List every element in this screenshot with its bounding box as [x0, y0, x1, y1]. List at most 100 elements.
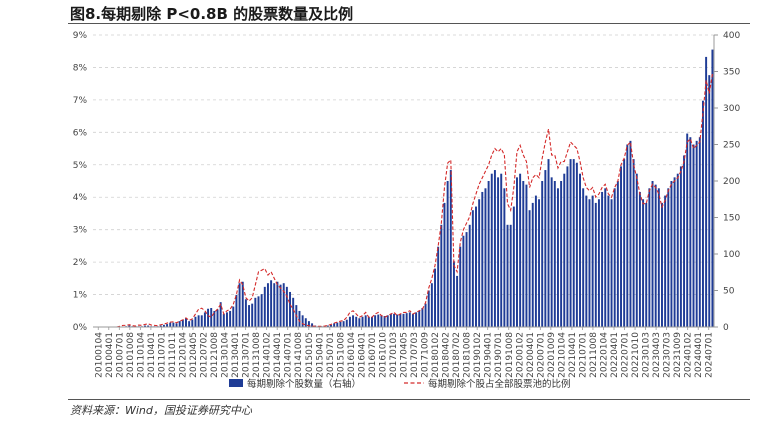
- bar: [519, 173, 522, 327]
- bar: [273, 283, 276, 327]
- bar: [670, 181, 673, 327]
- bar: [159, 325, 162, 327]
- x-tick-label: 20110104: [136, 332, 146, 378]
- bar: [708, 75, 711, 328]
- bar: [676, 173, 679, 327]
- bar: [430, 283, 433, 327]
- bar: [311, 323, 314, 327]
- bar: [402, 313, 405, 327]
- bar: [490, 173, 493, 327]
- left-tick-label: 6%: [73, 128, 88, 138]
- bar: [377, 314, 380, 327]
- bar: [330, 324, 332, 327]
- bar: [244, 299, 247, 327]
- legend: 每期剔除个股数量（右轴） 每期剔除个股占全部股票池的比例: [229, 378, 571, 390]
- bar: [342, 321, 345, 327]
- bar: [541, 181, 544, 327]
- bar: [427, 290, 430, 327]
- x-tick-label: 20120104: [178, 332, 188, 378]
- source-note: 资料来源：Wind，国投证券研究中心: [70, 404, 252, 417]
- x-tick-label: 20100401: [105, 332, 115, 378]
- bar: [203, 312, 206, 327]
- bar: [144, 325, 146, 327]
- bar: [500, 173, 503, 327]
- title-rule: [68, 23, 750, 24]
- x-tick-label: 20150701: [326, 332, 336, 378]
- bar: [188, 321, 191, 327]
- bar: [572, 159, 575, 327]
- left-axis-ticks: 0% 1% 2% 3% 4% 5% 6% 7% 8% 9%: [73, 31, 88, 333]
- bar: [241, 281, 244, 327]
- x-tick-label: 20200102: [515, 332, 525, 378]
- bar: [471, 210, 474, 327]
- bar: [620, 166, 622, 327]
- x-tick-label: 20211008: [589, 332, 599, 378]
- left-tick-label: 1%: [73, 291, 88, 301]
- bar: [468, 224, 471, 327]
- bar: [355, 316, 358, 327]
- bar: [175, 323, 178, 327]
- bar: [550, 177, 553, 327]
- x-tick-label: 20190401: [484, 332, 494, 378]
- bar: [566, 166, 569, 327]
- bar: [128, 325, 131, 327]
- x-tick-label: 20221010: [631, 332, 641, 378]
- bar: [270, 280, 273, 327]
- bar: [585, 195, 588, 327]
- right-tick-label: 150: [723, 214, 740, 224]
- x-tick-label: 20240102: [684, 332, 694, 378]
- bar: [588, 199, 591, 327]
- bar: [424, 303, 427, 327]
- bar: [591, 195, 594, 327]
- left-tick-label: 7%: [73, 96, 88, 106]
- x-tick-label: 20160701: [368, 332, 378, 378]
- x-tick-label: 20210401: [568, 332, 578, 378]
- bar: [408, 312, 411, 327]
- bar: [279, 284, 282, 327]
- bar: [516, 177, 518, 327]
- bar: [219, 302, 222, 327]
- x-tick-label: 20230703: [663, 332, 673, 378]
- bar: [191, 319, 194, 327]
- bar: [610, 199, 613, 327]
- bar: [251, 303, 254, 327]
- x-tick-label: 20161010: [378, 332, 388, 378]
- bar: [260, 294, 263, 327]
- bar: [178, 321, 181, 327]
- bar: [657, 188, 660, 327]
- ratio-line: [94, 73, 713, 328]
- bar: [512, 206, 515, 327]
- x-tick-label: 20110701: [157, 332, 167, 378]
- bar: [380, 315, 383, 327]
- bar: [686, 133, 689, 327]
- bar: [547, 159, 550, 327]
- bar: [374, 315, 377, 327]
- x-tick-label: 20170103: [389, 332, 399, 378]
- x-tick-label: 20180702: [452, 332, 462, 378]
- bar: [443, 202, 446, 327]
- x-tick-label: 20240701: [705, 332, 715, 378]
- x-tick-label: 20111011: [168, 332, 178, 378]
- bar: [361, 316, 364, 327]
- x-tick-label: 20130401: [231, 332, 241, 378]
- bar: [629, 140, 632, 327]
- x-tick-label: 20160401: [357, 332, 367, 378]
- bar: [440, 224, 443, 327]
- x-tick-label: 20231009: [673, 332, 683, 378]
- bar: [229, 310, 232, 327]
- left-tick-label: 9%: [73, 31, 88, 41]
- bar: [200, 315, 203, 327]
- bar: [528, 210, 531, 327]
- x-tick-label: 20141008: [294, 332, 304, 378]
- bar: [345, 319, 348, 327]
- bar: [701, 100, 704, 327]
- x-tick-label: 20220401: [610, 332, 620, 378]
- bar: [569, 159, 572, 327]
- bar-series: [125, 49, 714, 328]
- left-tick-label: 3%: [73, 226, 88, 236]
- bar: [648, 188, 651, 327]
- bar: [437, 246, 440, 327]
- bar: [197, 315, 200, 327]
- bar: [304, 318, 307, 327]
- bar: [705, 56, 708, 328]
